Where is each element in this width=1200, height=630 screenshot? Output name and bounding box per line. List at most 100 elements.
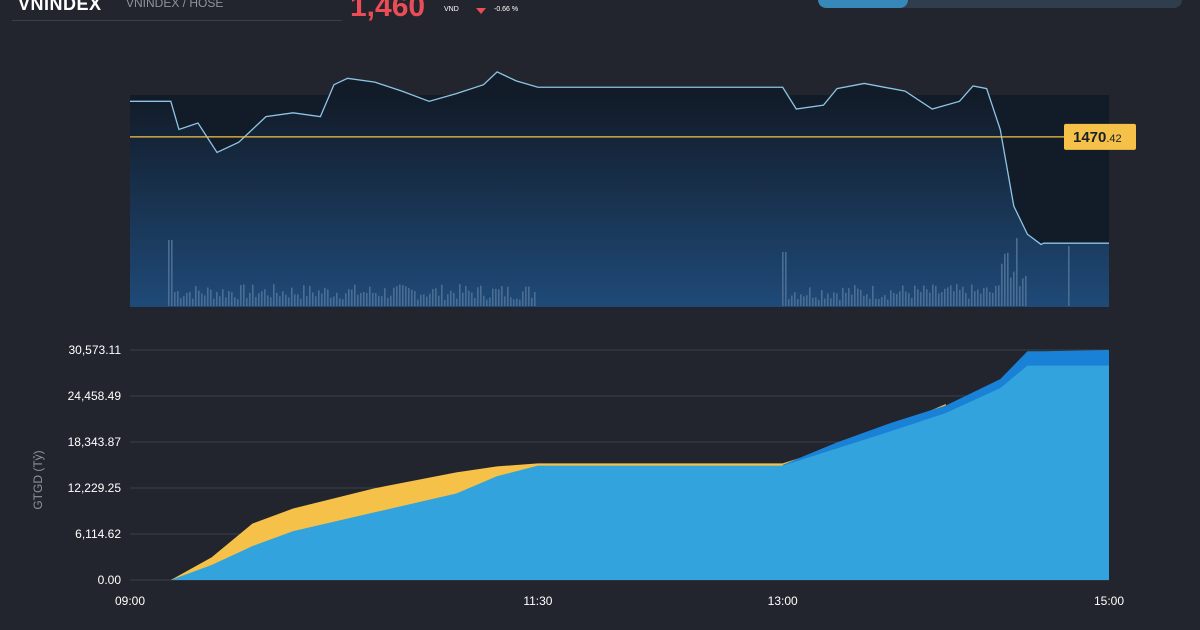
volume-bar [908,293,910,306]
volume-bar [782,252,784,306]
y-tick-label: 12,229.25 [68,481,122,495]
volume-bar [974,291,976,306]
volume-bar [914,285,916,306]
volume-bar [911,298,913,306]
volume-bar [402,285,404,306]
volume-bar [510,297,512,306]
volume-bar [393,287,395,306]
volume-bar [923,285,925,306]
volume-bar [881,297,883,306]
volume-bar [237,299,239,306]
volume-bar [794,292,796,306]
volume-bar [980,293,982,306]
volume-bar [420,294,422,306]
volume-bar [273,284,275,306]
volume-bar [213,298,215,306]
volume-bar [896,293,898,306]
volume-bar [231,292,233,306]
volume-bar [414,291,416,306]
volume-bar [303,285,305,306]
volume-bar [279,296,281,306]
volume-bar [315,296,317,306]
volume-bar [444,299,446,306]
trading-value-chart[interactable]: 30,573.11 24,458.49 18,343.87 12,229.25 6,11… [0,320,1200,630]
volume-bar [177,291,179,306]
volume-bar [507,286,509,306]
x-tick-labels: 09:00 11:30 13:00 15:00 [115,594,1124,608]
volume-bar [959,289,961,306]
volume-bar [390,295,392,306]
volume-bar [534,292,536,306]
y-tick-label: 6,114.62 [75,527,121,541]
volume-bar [809,287,811,306]
volume-bar [950,285,952,306]
volume-bar [917,289,919,306]
volume-bar [246,298,248,306]
price-chart[interactable]: 1470.42 [0,0,1200,320]
volume-bar [956,284,958,306]
volume-bar [255,296,257,306]
volume-bar [405,286,407,306]
volume-bar [297,294,299,306]
volume-bar [905,291,907,306]
volume-bar [447,294,449,306]
volume-bar [351,289,353,306]
volume-bar [333,296,335,306]
volume-bar [462,292,464,306]
volume-bar [171,240,173,306]
volume-bar [884,295,886,306]
ticker-box[interactable]: VNINDEX VNINDEX / HOSE [12,0,342,21]
change-percent: -0.66 % [494,6,519,13]
volume-bar [501,286,503,306]
volume-bar [995,285,997,306]
price-chart-background [130,95,1109,307]
tab-active[interactable] [818,0,908,8]
volume-bar [848,288,850,306]
volume-bar [192,298,194,306]
volume-bar [366,292,368,306]
currency-label: VND [444,6,459,13]
x-tick-label: 09:00 [115,594,145,608]
volume-bar [803,296,805,306]
y-tick-label: 0.00 [98,573,122,587]
volume-bar [228,291,230,306]
reference-label-background [1064,123,1136,150]
volume-bar [1010,277,1012,306]
volume-bar [348,289,350,306]
volume-bar [998,285,1000,306]
y-tick-label: 30,573.11 [69,343,122,357]
volume-bar [1013,271,1015,306]
volume-bar [531,297,533,306]
period-tabs [818,0,1182,8]
volume-bar [216,292,218,306]
volume-bar [252,284,254,306]
volume-bar [1019,286,1021,306]
volume-bar [890,290,892,306]
volume-bar [408,288,410,306]
volume-bar [821,290,823,306]
ticker-symbol: VNINDEX [18,0,102,14]
volume-bars [168,238,1070,306]
volume-bar [219,296,221,306]
volume-bar [513,299,515,306]
y-axis-label: GTGD (Tỷ) [31,450,45,509]
volume-bar [201,293,203,306]
y-tick-label: 24,458.49 [68,389,122,403]
volume-bar [791,295,793,306]
volume-bar [893,292,895,306]
volume-bar [498,289,500,306]
volume-bar [983,287,985,306]
volume-bar [384,288,386,306]
volume-bar [818,299,820,306]
volume-bar [363,292,365,306]
volume-bar [222,289,224,306]
x-tick-label: 13:00 [768,594,798,608]
volume-bar [1016,238,1018,306]
volume-bar [372,292,374,306]
area-series-blue [130,365,1109,580]
volume-bar [339,298,341,306]
volume-bar [186,292,188,306]
volume-bar [423,294,425,306]
volume-bar [869,298,871,306]
volume-bar [309,285,311,306]
